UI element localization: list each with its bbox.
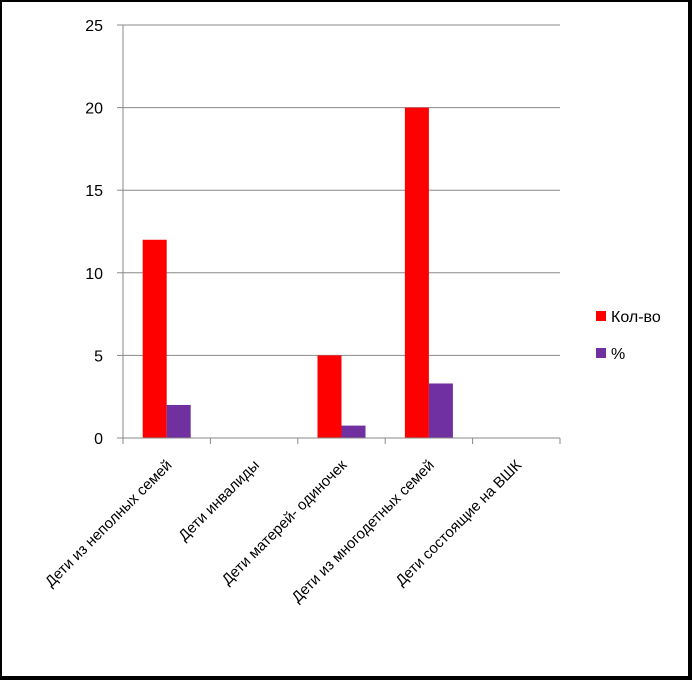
gridlines [123,24,560,356]
x-category-label: Дети из неполных семей [42,457,176,591]
bars [142,107,453,438]
bar-percent [428,383,453,438]
bar-count [142,239,167,438]
bar-percent [166,404,191,438]
bar-count [317,355,342,438]
y-tick-label: 5 [94,348,103,365]
x-category-label: Дети инвалиды [175,457,263,545]
y-tick-label: 15 [85,183,103,200]
y-tick-label: 25 [85,18,103,35]
legend-label: % [611,346,625,363]
category-labels: Дети из неполных семей Дети инвалиды Дети … [42,457,525,607]
y-tick-label: 0 [94,431,103,448]
axes [117,24,561,444]
y-tick-labels: 0 5 10 15 20 25 [85,18,103,448]
legend: Кол-во% [596,309,661,363]
y-tick-label: 20 [85,101,103,118]
bar-count [404,107,429,438]
legend-label: Кол-во [611,309,661,326]
x-category-label: Дети из многодетных семей [289,457,438,606]
y-tick-label: 10 [85,266,103,283]
legend-swatch [596,348,606,358]
bar-percent [341,425,366,438]
legend-swatch [596,311,606,321]
